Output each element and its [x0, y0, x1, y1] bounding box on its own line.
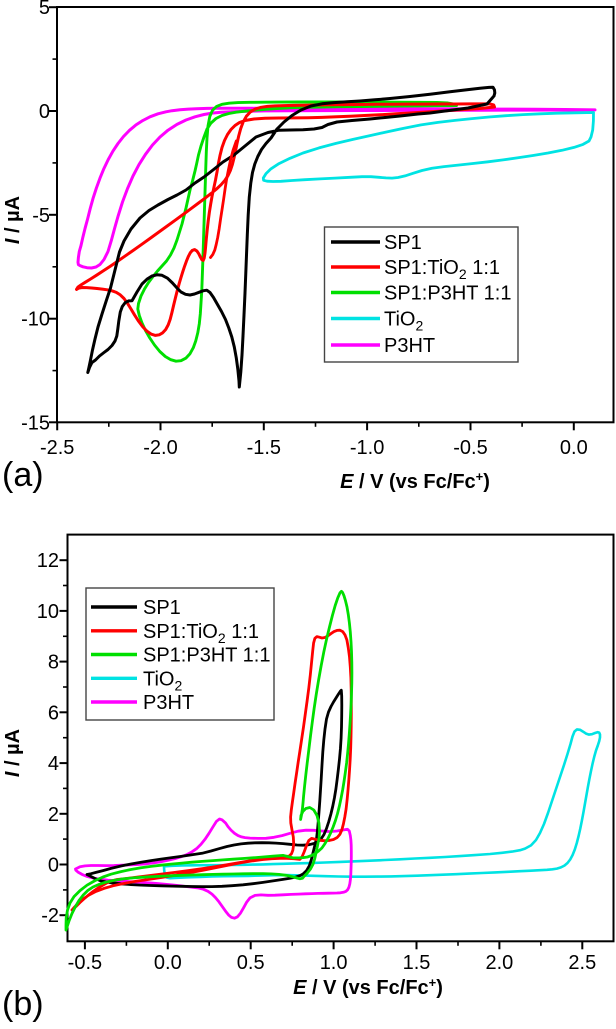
- svg-text:-2.5: -2.5: [40, 437, 74, 459]
- svg-text:2: 2: [48, 804, 59, 826]
- svg-text:-10: -10: [21, 309, 50, 331]
- svg-text:2.0: 2.0: [485, 952, 513, 974]
- svg-text:SP1: SP1: [384, 232, 422, 254]
- svg-text:-1.5: -1.5: [247, 437, 281, 459]
- svg-text:I / µA: I / µA: [2, 729, 24, 777]
- svg-text:12: 12: [37, 550, 59, 572]
- svg-text:-15: -15: [21, 412, 50, 434]
- svg-text:SP1: SP1: [143, 597, 181, 619]
- svg-text:0.0: 0.0: [560, 437, 588, 459]
- svg-text:-2: -2: [41, 905, 59, 927]
- svg-text:-2.0: -2.0: [143, 437, 177, 459]
- svg-text:E / V (vs Fc/Fc+): E / V (vs Fc/Fc+): [340, 469, 490, 493]
- svg-text:0: 0: [48, 855, 59, 877]
- svg-text:-0.5: -0.5: [453, 437, 487, 459]
- svg-text:0: 0: [39, 101, 50, 123]
- svg-text:1.5: 1.5: [403, 952, 431, 974]
- svg-text:1.0: 1.0: [320, 952, 348, 974]
- svg-text:2.5: 2.5: [568, 952, 596, 974]
- svg-text:(b): (b): [2, 985, 44, 1023]
- svg-text:-1.0: -1.0: [350, 437, 384, 459]
- svg-text:-0.5: -0.5: [68, 952, 102, 974]
- svg-text:0.0: 0.0: [154, 952, 182, 974]
- svg-text:SP1:P3HT 1:1: SP1:P3HT 1:1: [384, 283, 511, 305]
- svg-text:4: 4: [48, 753, 59, 775]
- svg-text:0.5: 0.5: [237, 952, 265, 974]
- svg-text:-5: -5: [32, 205, 50, 227]
- svg-text:10: 10: [37, 601, 59, 623]
- svg-text:E / V (vs Fc/Fc+): E / V (vs Fc/Fc+): [293, 975, 443, 999]
- svg-text:P3HT: P3HT: [143, 692, 194, 714]
- svg-text:6: 6: [48, 702, 59, 724]
- svg-text:I / µA: I / µA: [2, 196, 24, 244]
- svg-text:P3HT: P3HT: [384, 335, 435, 357]
- svg-text:SP1:TiO2 1:1: SP1:TiO2 1:1: [143, 621, 259, 646]
- svg-text:SP1:P3HT 1:1: SP1:P3HT 1:1: [143, 645, 270, 667]
- svg-text:8: 8: [48, 652, 59, 674]
- svg-text:SP1:TiO2 1:1: SP1:TiO2 1:1: [384, 257, 500, 282]
- svg-text:(a): (a): [2, 456, 44, 494]
- svg-text:5: 5: [39, 0, 50, 19]
